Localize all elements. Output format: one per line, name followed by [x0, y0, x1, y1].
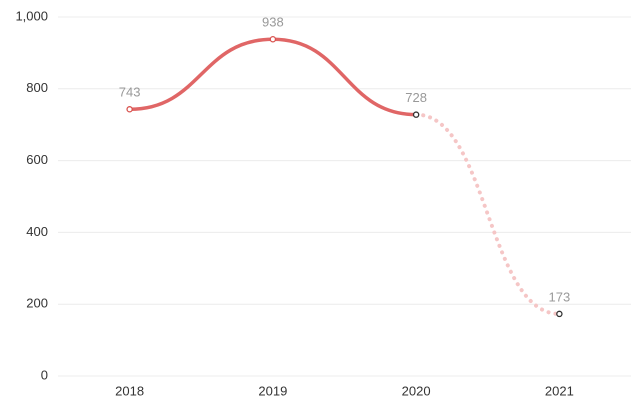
value-label: 728: [405, 90, 427, 105]
y-tick-label: 0: [41, 367, 48, 382]
x-tick-label: 2021: [545, 383, 574, 398]
line-segment: [271, 37, 418, 117]
point: [556, 310, 563, 318]
value-label: 743: [119, 85, 141, 100]
y-tick-label: 800: [26, 80, 48, 95]
x-tick-label: 2018: [115, 383, 144, 398]
line-segment: [127, 37, 275, 112]
point: [269, 36, 277, 43]
value-label: 173: [549, 289, 571, 304]
y-tick-label: 400: [26, 224, 48, 239]
y-tick-label: 1,000: [15, 8, 48, 23]
x-tick-label: 2020: [402, 383, 431, 398]
y-tick-label: 600: [26, 152, 48, 167]
x-tick-label: 2019: [258, 383, 287, 398]
value-label: 938: [262, 15, 284, 30]
line-segment: [414, 112, 562, 316]
point: [412, 111, 420, 118]
point: [126, 106, 133, 113]
y-tick-label: 200: [26, 296, 48, 311]
